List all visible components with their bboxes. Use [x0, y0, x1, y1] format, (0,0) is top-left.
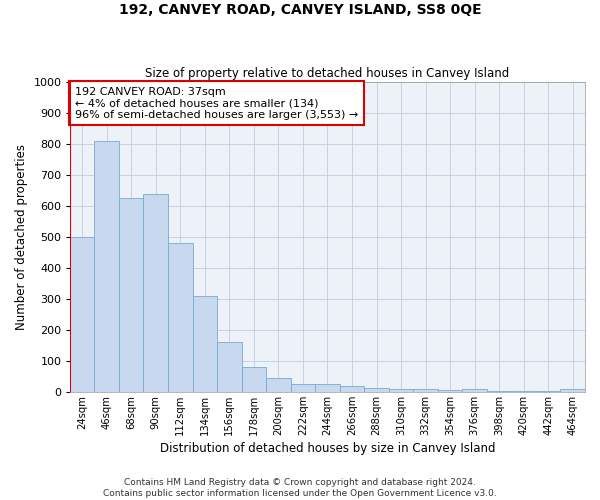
- Bar: [560, 389, 585, 392]
- Bar: [168, 242, 193, 392]
- Bar: [463, 389, 487, 392]
- Bar: [315, 384, 340, 392]
- Bar: [389, 389, 413, 392]
- Bar: [193, 296, 217, 392]
- Bar: [143, 194, 168, 392]
- Title: Size of property relative to detached houses in Canvey Island: Size of property relative to detached ho…: [145, 66, 509, 80]
- Bar: [438, 390, 463, 392]
- Text: 192, CANVEY ROAD, CANVEY ISLAND, SS8 0QE: 192, CANVEY ROAD, CANVEY ISLAND, SS8 0QE: [119, 2, 481, 16]
- Bar: [511, 391, 536, 392]
- Bar: [266, 378, 290, 392]
- Bar: [242, 367, 266, 392]
- Bar: [340, 386, 364, 392]
- Text: Contains HM Land Registry data © Crown copyright and database right 2024.
Contai: Contains HM Land Registry data © Crown c…: [103, 478, 497, 498]
- Bar: [70, 237, 94, 392]
- Bar: [290, 384, 315, 392]
- Text: 192 CANVEY ROAD: 37sqm
← 4% of detached houses are smaller (134)
96% of semi-det: 192 CANVEY ROAD: 37sqm ← 4% of detached …: [75, 86, 358, 120]
- Y-axis label: Number of detached properties: Number of detached properties: [15, 144, 28, 330]
- Bar: [119, 198, 143, 392]
- Bar: [94, 141, 119, 392]
- Bar: [217, 342, 242, 392]
- Bar: [364, 388, 389, 392]
- Bar: [413, 390, 438, 392]
- Bar: [536, 391, 560, 392]
- X-axis label: Distribution of detached houses by size in Canvey Island: Distribution of detached houses by size …: [160, 442, 495, 455]
- Bar: [487, 390, 511, 392]
